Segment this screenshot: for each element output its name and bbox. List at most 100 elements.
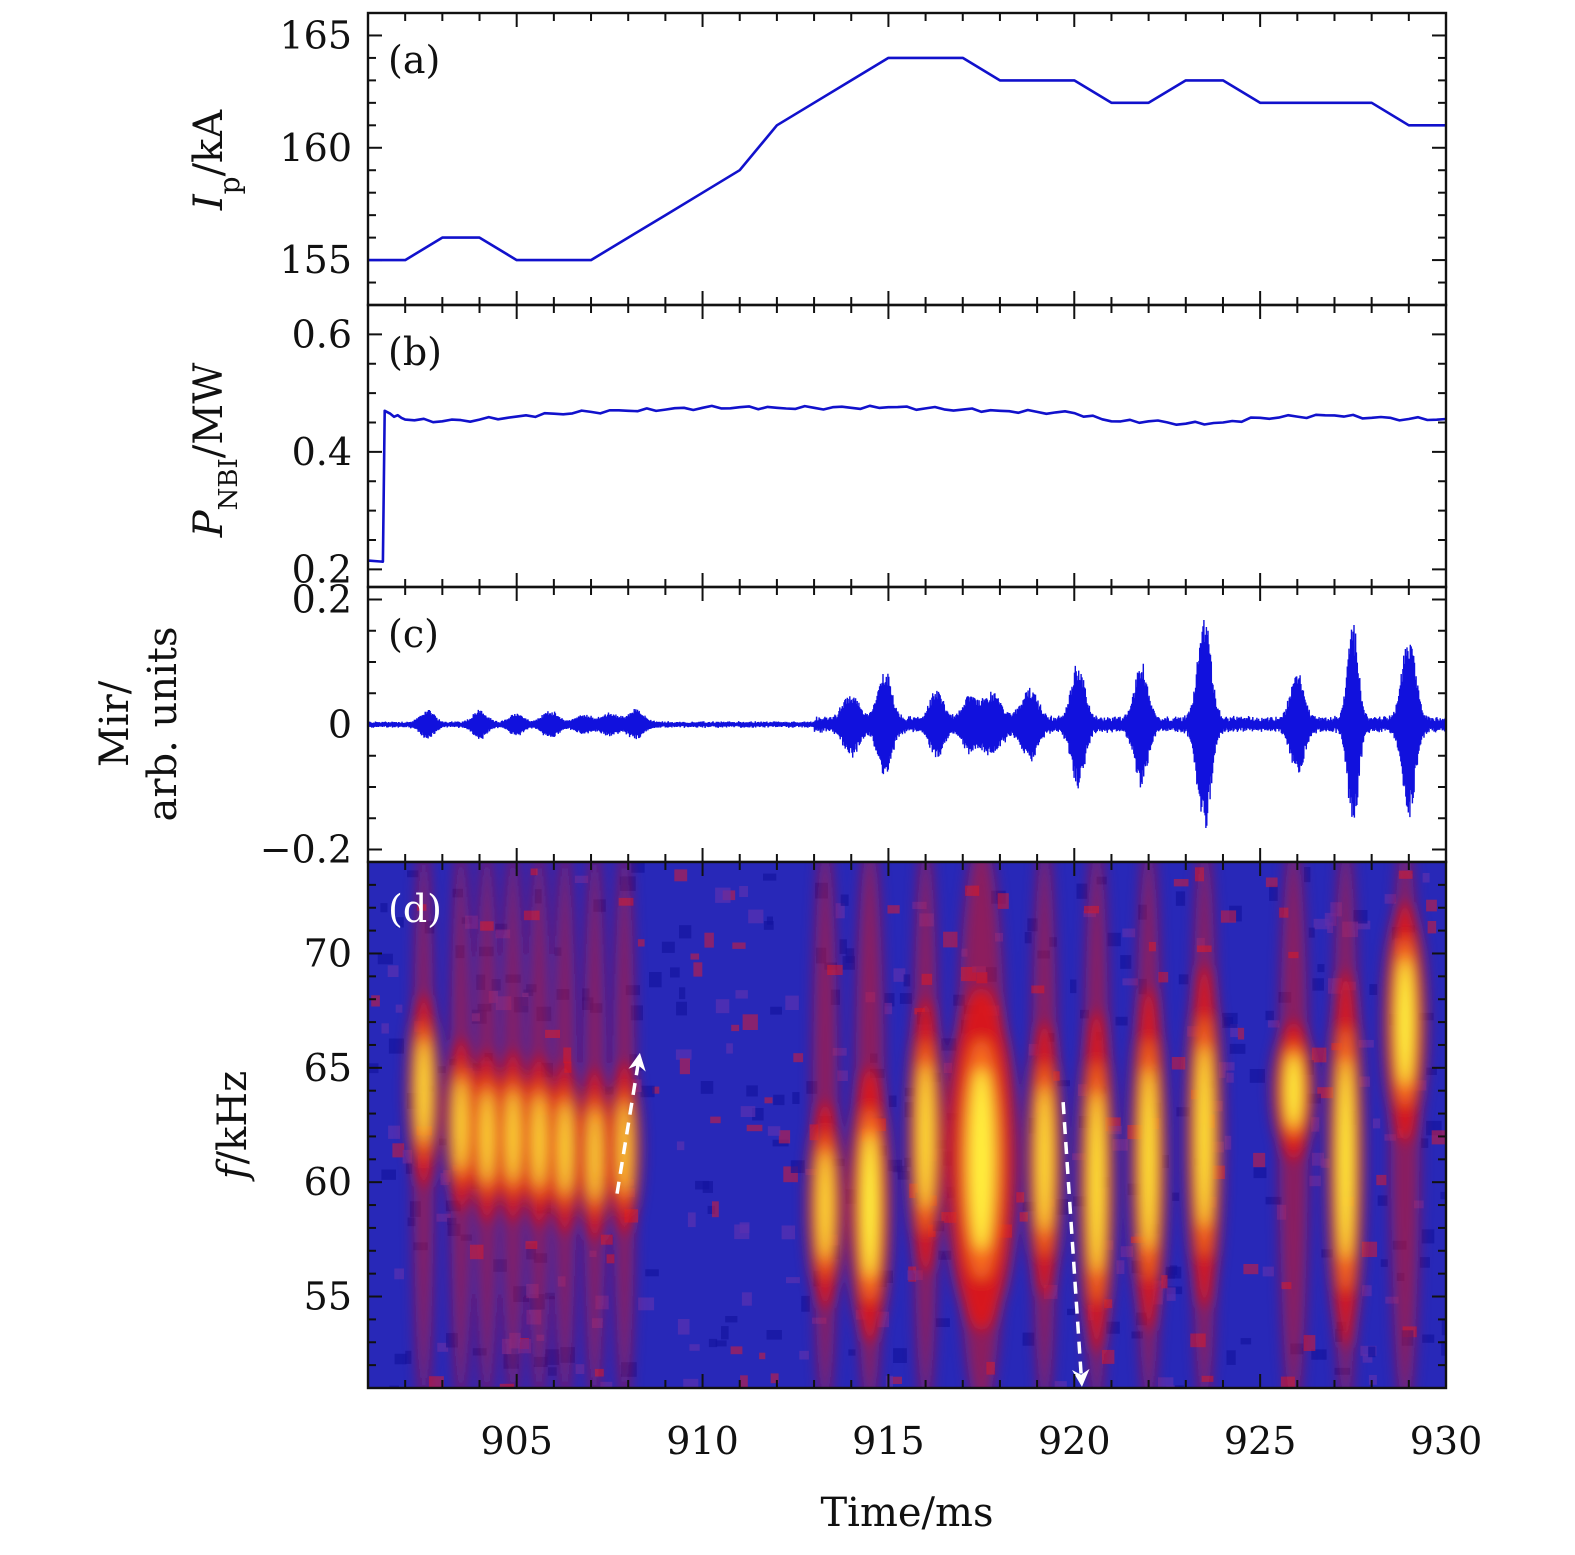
noise-speckle: [683, 1378, 699, 1388]
noise-speckle: [388, 1125, 401, 1139]
noise-speckle: [715, 1340, 727, 1347]
spectrogram-feature-peak: [1286, 1054, 1301, 1128]
noise-speckle: [997, 893, 1009, 909]
noise-speckle: [600, 1381, 613, 1388]
noise-speckle: [1321, 1249, 1333, 1258]
noise-speckle: [1249, 1069, 1265, 1083]
noise-speckle: [1158, 1377, 1174, 1388]
x-tick-label: 925: [1224, 1419, 1297, 1463]
noise-speckle: [675, 1049, 692, 1060]
noise-speckle: [1311, 1117, 1320, 1132]
noise-speckle: [893, 968, 906, 982]
noise-speckle: [446, 1333, 458, 1348]
panel-b-nbi-power: 0.2 0.4 0.6 (b) PNBI/MW: [186, 303, 1448, 591]
noise-speckle: [770, 1373, 779, 1384]
x-tick-label: 920: [1038, 1419, 1111, 1463]
noise-speckle: [773, 1094, 785, 1106]
noise-speckle: [695, 1180, 710, 1190]
noise-speckle: [840, 894, 849, 906]
noise-speckle: [392, 1143, 405, 1158]
noise-speckle: [631, 862, 645, 873]
spectrogram-features: [407, 862, 1426, 1388]
noise-speckle: [1218, 1062, 1226, 1078]
noise-speckle: [1262, 1266, 1274, 1277]
noise-speckle: [759, 1352, 766, 1360]
noise-speckle: [1422, 873, 1430, 883]
panel-c-label: (c): [388, 612, 439, 656]
panel-c-mirnov-signal: −0.2 0 0.2 (c) Mir/ arb. units: [92, 578, 1448, 872]
noise-speckle: [1166, 1287, 1176, 1301]
noise-speckle: [1324, 912, 1337, 926]
noise-speckle: [1419, 1257, 1430, 1268]
panel-d-y-axis-title: f/kHz: [210, 1071, 256, 1182]
noise-speckle: [1158, 972, 1169, 983]
spectrogram-feature-peak: [1198, 1044, 1211, 1228]
noise-speckle: [790, 1160, 805, 1173]
noise-speckle: [888, 1095, 897, 1107]
noise-speckle: [545, 1292, 555, 1300]
noise-speckle: [763, 921, 774, 930]
noise-speckle: [394, 1353, 407, 1365]
panel-b-ylabel-rest: /MW: [186, 363, 232, 459]
spectrogram-feature-peak: [589, 1108, 601, 1201]
noise-speckle: [904, 1157, 912, 1168]
frequency-chirp-arrow: [1061, 1102, 1090, 1387]
spectrogram-feature-peak: [1339, 1058, 1352, 1260]
panel-b-label: (b): [388, 330, 442, 374]
noise-speckle: [674, 869, 688, 882]
noise-speckle: [837, 1070, 848, 1081]
noise-speckle: [388, 1038, 404, 1054]
noise-speckle: [1427, 921, 1437, 934]
noise-speckle: [471, 1013, 480, 1022]
spectrogram-feature-peak: [919, 1063, 932, 1210]
panel-d-y-tick-labels: 55 60 65 70: [304, 931, 352, 1318]
noise-speckle: [472, 1348, 487, 1356]
noise-speckle: [708, 1338, 718, 1348]
noise-speckle: [1312, 978, 1324, 991]
noise-speckle: [730, 1346, 743, 1355]
noise-speckle: [1112, 1139, 1128, 1151]
noise-speckle: [440, 1173, 449, 1186]
noise-speckle: [1226, 1072, 1234, 1083]
noise-speckle: [381, 1169, 396, 1180]
x-tick-label: 930: [1410, 1419, 1483, 1463]
spectrogram-feature-peak: [481, 1090, 493, 1183]
noise-speckle: [731, 1024, 740, 1032]
panel-a-label: (a): [388, 38, 440, 82]
noise-speckle: [785, 995, 799, 1010]
noise-speckle: [687, 1212, 696, 1228]
noise-speckle: [1166, 1385, 1179, 1388]
noise-speckle: [1376, 1174, 1387, 1186]
noise-speckle: [1016, 1192, 1025, 1203]
noise-speckle: [1372, 1118, 1381, 1129]
noise-speckle: [1237, 1027, 1245, 1040]
noise-speckle: [1313, 918, 1330, 930]
noise-speckle: [799, 1350, 809, 1360]
noise-speckle: [1174, 1385, 1184, 1388]
noise-speckle: [1368, 1375, 1377, 1385]
noise-speckle: [600, 1234, 613, 1245]
noise-speckle: [1385, 1296, 1399, 1304]
noise-speckle: [437, 1342, 449, 1352]
noise-speckle: [764, 1097, 773, 1104]
panel-a-y-tick-label: 165: [279, 13, 352, 57]
panel-b-y-tick-labels: 0.2 0.4 0.6: [292, 312, 352, 591]
noise-speckle: [907, 1270, 923, 1280]
noise-speckle: [493, 1259, 507, 1272]
noise-speckle: [436, 1213, 451, 1222]
noise-speckle: [545, 1349, 560, 1365]
panel-b-frame: [366, 303, 1448, 589]
x-tick-label: 905: [480, 1419, 553, 1463]
noise-speckle: [638, 1297, 655, 1311]
panel-c-ylabel-line1: Mir/: [92, 680, 138, 767]
noise-speckle: [735, 990, 748, 999]
noise-speckle: [1024, 932, 1032, 944]
noise-speckle: [1165, 1267, 1175, 1279]
noise-speckle: [1122, 928, 1136, 938]
noise-speckle: [545, 1029, 560, 1038]
noise-speckle: [899, 993, 912, 1004]
noise-speckle: [1303, 1335, 1316, 1351]
noise-speckle: [1229, 1043, 1246, 1054]
noise-speckle: [715, 999, 730, 1014]
noise-speckle: [721, 1326, 729, 1340]
